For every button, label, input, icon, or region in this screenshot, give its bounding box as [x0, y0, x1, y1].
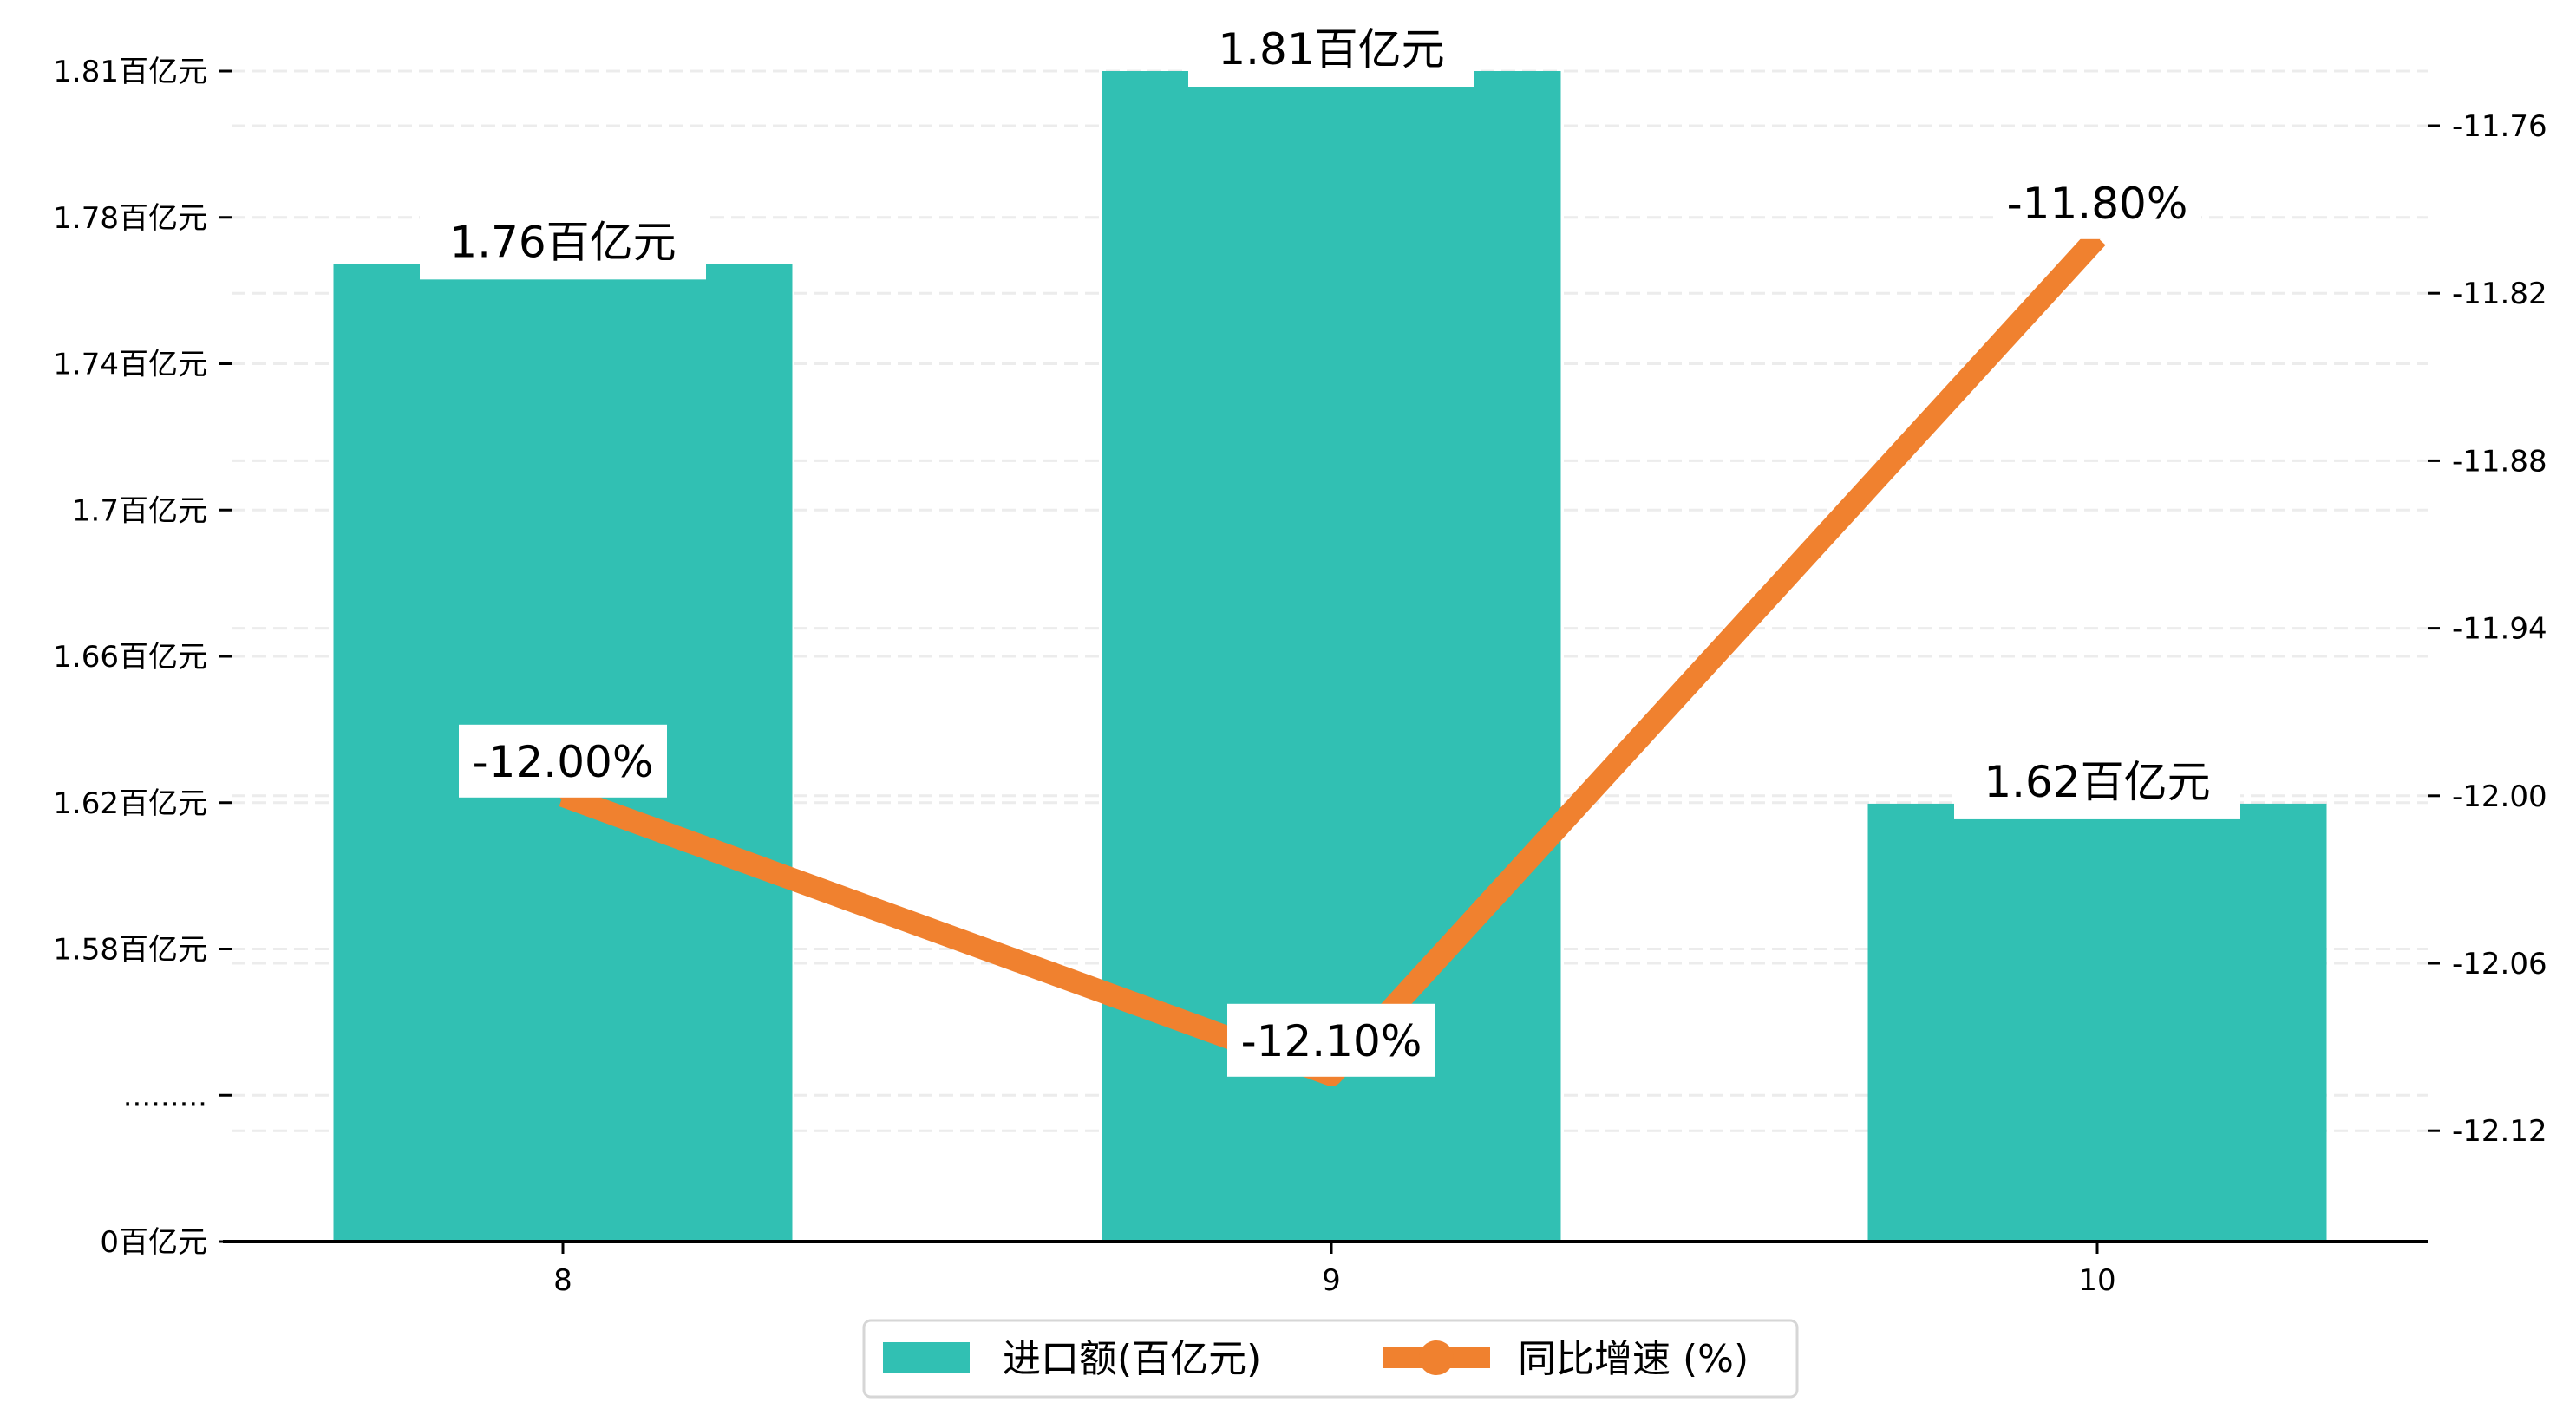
- legend-line-marker: [1419, 1340, 1454, 1375]
- left-tick-label: 1.66百亿元: [53, 640, 207, 675]
- line-value-label: -11.80%: [2007, 179, 2188, 229]
- bar-value-label: 1.62百亿元: [1984, 757, 2210, 807]
- bar-value-label: 1.81百亿元: [1218, 24, 1444, 75]
- right-tick-label: -11.88: [2452, 444, 2547, 479]
- legend-bar-label: 进口额(百亿元): [1003, 1337, 1261, 1381]
- left-tick-label: 1.7百亿元: [72, 493, 207, 528]
- bar-label-bg: [1954, 751, 2240, 819]
- bar-label-bg: [420, 212, 706, 280]
- bar-value-label: 1.76百亿元: [449, 217, 676, 267]
- right-tick-label: -11.82: [2452, 277, 2547, 311]
- line-label-bg: [1993, 166, 2201, 239]
- bar-label-bg: [1188, 19, 1474, 87]
- legend: 进口额(百亿元) 同比增速 (%): [862, 1319, 1799, 1399]
- legend-line-label: 同比增速 (%): [1518, 1337, 1749, 1381]
- axes: 1.81百亿元 1.78百亿元 1.74百亿元 1.7百亿元 1.66百亿元 1.62百亿…: [53, 55, 2547, 1298]
- bar-10: [1867, 803, 2327, 1242]
- left-tick-label: 1.81百亿元: [53, 55, 207, 89]
- left-tick-label: 1.62百亿元: [53, 786, 207, 821]
- x-tick-label: 9: [1322, 1263, 1341, 1298]
- left-tick-label: 1.78百亿元: [53, 201, 207, 236]
- right-tick-label: -12.06: [2452, 947, 2547, 981]
- line-value-label: -12.10%: [1241, 1016, 1422, 1066]
- x-tick-label: 8: [553, 1263, 572, 1298]
- right-tick-label: -11.76: [2452, 109, 2547, 144]
- x-tick-label: 10: [2078, 1263, 2115, 1298]
- left-tick-label: 0百亿元: [100, 1225, 207, 1260]
- data-labels: 1.76百亿元 1.81百亿元 1.62百亿元 -12.00% -12.10% -11.8…: [420, 19, 2240, 1077]
- right-tick-label: -12.12: [2452, 1114, 2547, 1149]
- legend-box: [862, 1319, 1799, 1399]
- line-value-label: -12.00%: [473, 737, 654, 787]
- legend-bar-swatch: [883, 1342, 970, 1373]
- right-tick-label: -11.94: [2452, 612, 2547, 647]
- right-tick-label: -12.00: [2452, 779, 2547, 814]
- left-tick-label: 1.74百亿元: [53, 348, 207, 382]
- line-label-bg: [1227, 1003, 1435, 1077]
- left-tick-label: 1.58百亿元: [53, 933, 207, 968]
- left-tick-label: .........: [123, 1079, 207, 1113]
- line-label-bg: [459, 724, 667, 798]
